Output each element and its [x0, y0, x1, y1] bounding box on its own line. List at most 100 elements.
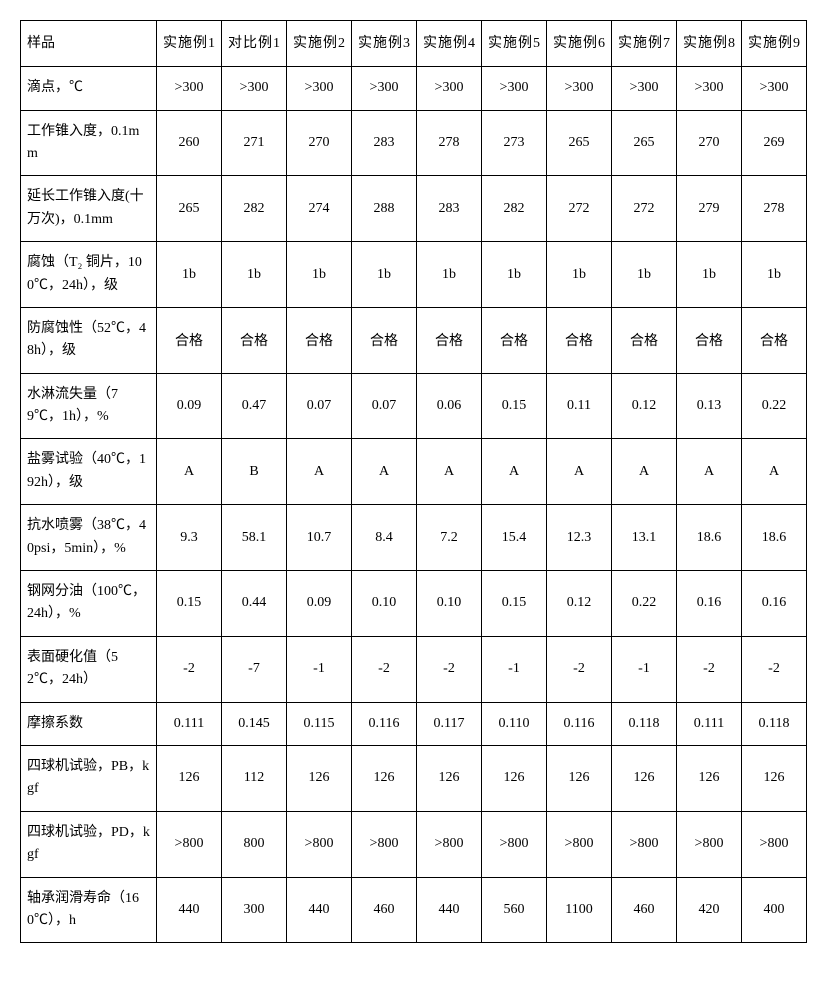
cell: 1b	[352, 242, 417, 308]
cell: >800	[417, 811, 482, 877]
cell: >800	[352, 811, 417, 877]
cell: A	[157, 439, 222, 505]
table-row: 水淋流失量（79℃，1h），%0.090.470.070.070.060.150…	[21, 373, 807, 439]
cell: >300	[482, 67, 547, 110]
cell: -7	[222, 636, 287, 702]
cell: 13.1	[612, 505, 677, 571]
cell: 0.118	[742, 702, 807, 745]
cell: 282	[222, 176, 287, 242]
cell: 112	[222, 746, 287, 812]
cell: A	[547, 439, 612, 505]
cell: 269	[742, 110, 807, 176]
row-label: 工作锥入度，0.1mm	[21, 110, 157, 176]
cell: 0.22	[742, 373, 807, 439]
cell: >300	[677, 67, 742, 110]
cell: 260	[157, 110, 222, 176]
cell: >300	[352, 67, 417, 110]
cell: 1b	[547, 242, 612, 308]
cell: 1b	[612, 242, 677, 308]
col-header-sample: 样品	[21, 21, 157, 67]
cell: 0.111	[157, 702, 222, 745]
cell: 0.44	[222, 571, 287, 637]
cell: 272	[612, 176, 677, 242]
cell: 0.15	[157, 571, 222, 637]
cell: >300	[612, 67, 677, 110]
cell: 合格	[287, 307, 352, 373]
col-header-ex9: 实施例9	[742, 21, 807, 67]
cell: 279	[677, 176, 742, 242]
cell: -2	[157, 636, 222, 702]
cell: 0.116	[352, 702, 417, 745]
cell: 0.15	[482, 373, 547, 439]
cell: >800	[157, 811, 222, 877]
cell: 1b	[677, 242, 742, 308]
cell: 0.09	[157, 373, 222, 439]
cell: 270	[287, 110, 352, 176]
cell: -2	[677, 636, 742, 702]
cell: 合格	[612, 307, 677, 373]
row-label: 防腐蚀性（52℃，48h），级	[21, 307, 157, 373]
cell: 0.11	[547, 373, 612, 439]
row-label: 抗水喷雾（38℃，40psi，5min），%	[21, 505, 157, 571]
cell: 0.09	[287, 571, 352, 637]
header-row: 样品 实施例1 对比例1 实施例2 实施例3 实施例4 实施例5 实施例6 实施…	[21, 21, 807, 67]
cell: 12.3	[547, 505, 612, 571]
col-header-ex5: 实施例5	[482, 21, 547, 67]
cell: 0.111	[677, 702, 742, 745]
cell: 440	[287, 877, 352, 943]
table-row: 钢网分油（100℃，24h），%0.150.440.090.100.100.15…	[21, 571, 807, 637]
cell: 400	[742, 877, 807, 943]
cell: 1b	[742, 242, 807, 308]
cell: -2	[547, 636, 612, 702]
cell: 合格	[547, 307, 612, 373]
cell: 0.115	[287, 702, 352, 745]
table-row: 盐雾试验（40℃，192h），级ABAAAAAAAA	[21, 439, 807, 505]
cell: 0.06	[417, 373, 482, 439]
cell: 1b	[417, 242, 482, 308]
cell: 126	[677, 746, 742, 812]
cell: 126	[482, 746, 547, 812]
cell: 126	[742, 746, 807, 812]
row-label: 四球机试验，PD，kgf	[21, 811, 157, 877]
cell: >800	[742, 811, 807, 877]
cell: A	[417, 439, 482, 505]
table-row: 表面硬化值（52℃，24h）-2-7-1-2-2-1-2-1-2-2	[21, 636, 807, 702]
cell: 0.12	[612, 373, 677, 439]
cell: 合格	[352, 307, 417, 373]
cell: -2	[417, 636, 482, 702]
cell: 1b	[222, 242, 287, 308]
cell: >300	[222, 67, 287, 110]
cell: >300	[547, 67, 612, 110]
cell: 0.110	[482, 702, 547, 745]
cell: 0.16	[742, 571, 807, 637]
col-header-cmp1: 对比例1	[222, 21, 287, 67]
cell: 265	[612, 110, 677, 176]
row-label: 四球机试验，PB，kgf	[21, 746, 157, 812]
cell: >800	[677, 811, 742, 877]
cell: 7.2	[417, 505, 482, 571]
col-header-ex8: 实施例8	[677, 21, 742, 67]
cell: 0.10	[417, 571, 482, 637]
cell: 合格	[677, 307, 742, 373]
cell: 126	[417, 746, 482, 812]
cell: >300	[157, 67, 222, 110]
row-label: 延长工作锥入度(十万次)，0.1mm	[21, 176, 157, 242]
cell: 440	[417, 877, 482, 943]
cell: -2	[742, 636, 807, 702]
cell: 460	[612, 877, 677, 943]
row-label: 表面硬化值（52℃，24h）	[21, 636, 157, 702]
cell: 0.22	[612, 571, 677, 637]
cell: 1100	[547, 877, 612, 943]
cell: A	[677, 439, 742, 505]
cell: 18.6	[677, 505, 742, 571]
row-label: 摩擦系数	[21, 702, 157, 745]
cell: 288	[352, 176, 417, 242]
cell: B	[222, 439, 287, 505]
cell: 0.145	[222, 702, 287, 745]
cell: 126	[287, 746, 352, 812]
cell: -1	[612, 636, 677, 702]
cell: 440	[157, 877, 222, 943]
cell: >300	[417, 67, 482, 110]
cell: 272	[547, 176, 612, 242]
cell: 合格	[482, 307, 547, 373]
